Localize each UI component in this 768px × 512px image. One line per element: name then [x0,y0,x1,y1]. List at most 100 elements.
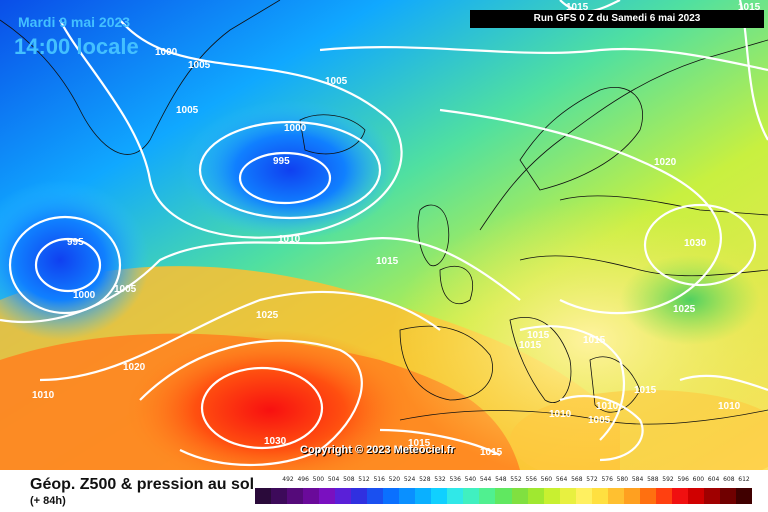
scale-tick-label: 592 [662,476,674,483]
high-geopotential-core [120,330,420,470]
scale-swatch [463,488,480,504]
scale-tick-label: 520 [388,476,401,483]
scale-swatch [287,488,304,504]
scale-tick-label: 580 [616,476,629,483]
scale-tick-label: 552 [510,476,522,483]
isobar-1010-south [559,395,644,462]
pressure-label: 1030 [264,436,287,447]
scale-swatch [351,488,368,504]
isobar-1010-southeast [679,374,768,392]
southeast-warm [510,390,768,470]
scale-swatch [479,488,496,504]
isobar-1015-africa [379,428,501,456]
pressure-label: 1010 [549,409,572,420]
pressure-label: 1030 [684,238,707,249]
pressure-label: 995 [67,237,84,248]
scale-tick-label: 516 [373,476,385,483]
pressure-label: 1015 [408,438,431,449]
pressure-label: 1000 [73,290,96,301]
forecast-lead-time: (+ 84h) [30,495,66,507]
scale-swatch [527,488,544,504]
isobar-1015-south [519,325,625,441]
scale-tick-label: 576 [601,476,613,483]
scale-swatch [543,488,560,504]
pressure-label: 1015 [583,335,606,346]
scale-swatch [607,488,624,504]
scale-swatch [495,488,512,504]
forecast-time: 14:00 locale [14,34,139,59]
scale-tick-label: 544 [479,476,492,483]
pressure-label: 1005 [176,105,199,116]
coastlines [0,0,768,425]
pressure-label: 1010 [278,234,301,245]
scale-swatch [671,488,688,504]
scale-tick-label: 584 [631,476,644,483]
east-trough [620,255,760,345]
scale-swatch [415,488,432,504]
scale-tick-label: 588 [647,476,659,483]
scale-swatch [623,488,640,504]
pressure-label: 1005 [588,415,611,426]
scale-tick-label: 596 [677,476,689,483]
scale-tick-label: 548 [495,476,507,483]
scale-swatch [591,488,608,504]
scale-tick-label: 560 [540,476,553,483]
scale-swatch [687,488,704,504]
pressure-label: 1000 [155,47,178,58]
pressure-label: 1000 [284,123,307,134]
pressure-label: 1015 [519,340,542,351]
scale-swatch [303,488,320,504]
scale-swatch [367,488,384,504]
pressure-label: 1015 [738,2,761,13]
isobar-1010-north [319,46,768,72]
scale-swatch [639,488,656,504]
scale-swatch [431,488,448,504]
scale-tick-label: 608 [723,476,735,483]
scale-swatch [735,488,752,504]
scale-tick-label: 504 [327,476,340,483]
pressure-label: 1005 [114,284,137,295]
pressure-label: 1005 [188,60,211,71]
scale-tick-label: 500 [312,476,325,483]
pressure-label: 1015 [527,330,550,341]
forecast-date: Mardi 9 mai 2023 [18,14,131,30]
scale-swatch [719,488,736,504]
pressure-label: 1010 [596,401,619,412]
isobar-1030-east [643,203,757,287]
isobar-1020 [39,290,441,382]
color-scale-labels: 492 496 500 504 508 512 516 520 524 528 532 536 540 5… [280,476,752,486]
scale-swatch [575,488,592,504]
isobar-1005-north [59,19,403,239]
scale-swatch [655,488,672,504]
scale-swatch [703,488,720,504]
isobar-995-iceland [238,151,332,205]
pressure-label: 1025 [256,310,279,321]
scale-swatch [255,488,272,504]
scale-tick-label: 600 [692,476,705,483]
isobar-1010-mid [0,236,521,324]
scale-tick-label: 568 [571,476,583,483]
isobar-1025 [139,339,363,467]
scale-swatch [319,488,336,504]
scale-tick-label: 536 [449,476,461,483]
pressure-label: 1020 [123,362,146,373]
isobar-1000-iceland [198,120,382,220]
scale-tick-label: 556 [525,476,537,483]
model-run-info: Run GFS 0 Z du Samedi 6 mai 2023 [470,10,764,28]
pressure-label: 1015 [376,256,399,267]
scale-tick-label: 604 [707,476,720,483]
west-low-core [0,180,150,340]
scale-swatch [447,488,464,504]
scale-tick-label: 524 [403,476,416,483]
scale-swatch [271,488,288,504]
scale-swatch [511,488,528,504]
scale-swatch [559,488,576,504]
pressure-label: 1005 [325,76,348,87]
pressure-labels: 1000 1005 1005 1005 1000 995 995 1000 10… [32,2,761,458]
scale-tick-label: 572 [586,476,598,483]
scale-tick-label: 564 [555,476,568,483]
copyright-notice: Copyright © 2023 Meteociel.fr [300,444,455,456]
scale-tick-label: 512 [358,476,370,483]
scale-swatch [399,488,416,504]
pressure-label: 1010 [32,390,55,401]
